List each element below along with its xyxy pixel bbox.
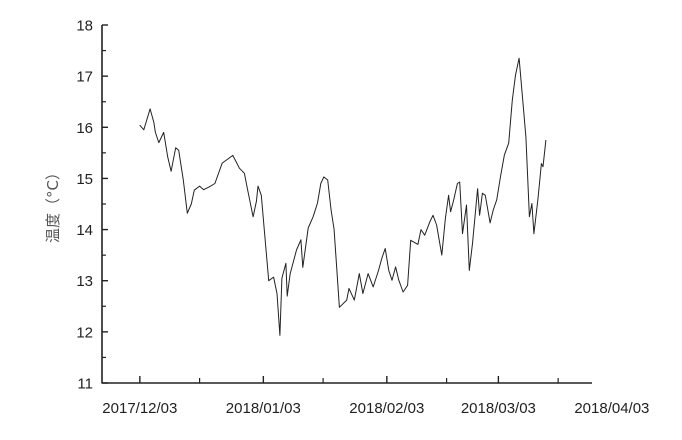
series-line xyxy=(139,57,547,336)
y-tick-label: 13 xyxy=(76,273,93,290)
y-tick-label: 12 xyxy=(76,324,93,341)
x-axis-ticks: 2017/12/03 2018/01/03 2018/02/03 2018/03/03… xyxy=(102,376,649,417)
y-tick-label: 18 xyxy=(76,18,93,35)
x-tick-label: 2017/12/03 xyxy=(102,400,177,417)
axes xyxy=(101,25,592,384)
y-tick-label: 14 xyxy=(76,222,93,239)
y-axis-label: 温度（°C） xyxy=(44,165,62,243)
y-tick-label: 17 xyxy=(76,69,93,86)
x-tick-label: 2018/04/03 xyxy=(574,400,649,417)
x-tick-label: 2018/03/03 xyxy=(461,400,536,417)
y-tick-label: 16 xyxy=(76,120,93,137)
x-tick-label: 2018/02/03 xyxy=(349,400,424,417)
x-tick-label: 2018/01/03 xyxy=(226,400,301,417)
y-axis-ticks: 11 12 13 14 15 16 17 18 xyxy=(76,18,108,393)
y-tick-label: 15 xyxy=(76,171,93,188)
y-tick-label: 11 xyxy=(77,376,93,393)
